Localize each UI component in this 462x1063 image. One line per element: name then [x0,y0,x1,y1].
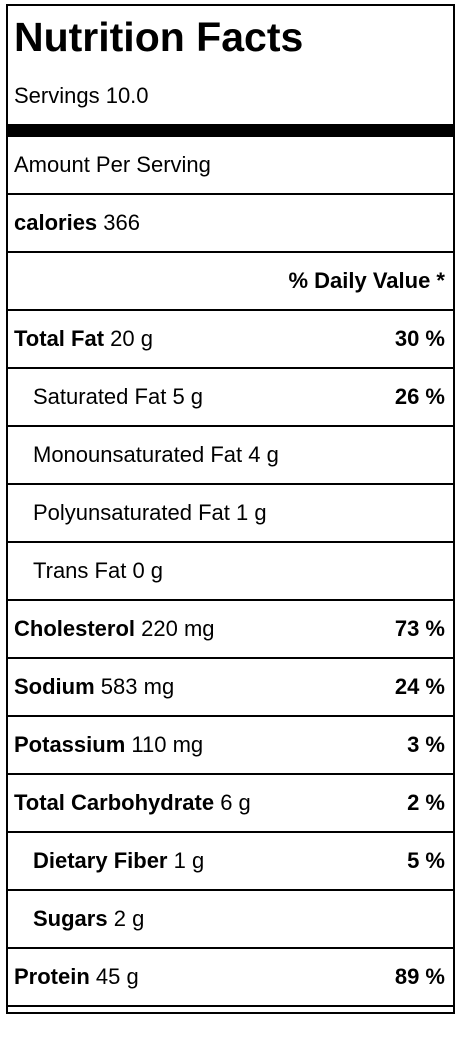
calories-row: calories 366 [8,193,453,251]
nutrient-row-cholesterol: Cholesterol 220 mg 73 % [8,599,453,657]
nutrient-row-trans-fat: Trans Fat 0 g [8,541,453,599]
daily-value-percent: 73 % [394,616,445,641]
nutrient-name: Trans Fat [33,558,127,583]
nutrient-row-potassium: Potassium 110 mg 3 % [8,715,453,773]
nutrient-amount: 1 g [173,848,205,873]
nutrient-amount: 583 mg [100,674,175,699]
nutrient-name: Saturated Fat [33,384,167,409]
nutrient-row-saturated-fat: Saturated Fat 5 g 26 % [8,367,453,425]
nutrient-name: Protein [14,964,90,989]
nutrient-name: Total Carbohydrate [14,790,215,815]
nutrient-name: Sugars [33,906,108,931]
nutrient-row-total-fat: Total Fat 20 g 30 % [8,309,453,367]
daily-value-header-row: % Daily Value * [8,251,453,309]
daily-value-percent: 30 % [394,326,445,351]
nutrient-amount: 5 g [172,384,204,409]
nutrition-facts-label: Nutrition Facts Servings 10.0 Amount Per… [6,4,455,1014]
nutrient-name: Monounsaturated Fat [33,442,243,467]
calories-value: 366 [103,210,141,235]
nutrient-name: Sodium [14,674,95,699]
nutrient-amount: 4 g [248,442,279,467]
nutrient-row-polyunsaturated-fat: Polyunsaturated Fat 1 g [8,483,453,541]
nutrient-amount: 110 mg [131,732,204,757]
label-title: Nutrition Facts [14,14,304,60]
amount-per-serving-row: Amount Per Serving [8,135,453,193]
thick-divider [8,124,453,135]
bottom-divider [8,1005,453,1063]
daily-value-header: % Daily Value * [288,268,445,293]
nutrient-amount: 220 mg [141,616,215,641]
nutrient-row-total-carbohydrate: Total Carbohydrate 6 g 2 % [8,773,453,831]
daily-value-percent: 26 % [394,384,445,409]
daily-value-percent: 2 % [407,790,445,815]
amount-per-serving-text: Amount Per Serving [14,152,211,177]
nutrient-name: Polyunsaturated Fat [33,500,230,525]
servings-text: Servings 10.0 [14,83,149,108]
daily-value-percent: 24 % [394,674,445,699]
nutrient-name: Potassium [14,732,126,757]
nutrient-row-monounsaturated-fat: Monounsaturated Fat 4 g [8,425,453,483]
nutrient-row-dietary-fiber: Dietary Fiber 1 g 5 % [8,831,453,889]
daily-value-percent: 5 % [407,848,445,873]
daily-value-percent: 3 % [407,732,445,757]
nutrient-row-sodium: Sodium 583 mg 24 % [8,657,453,715]
nutrient-name: Dietary Fiber [33,848,168,873]
nutrient-name: Total Fat [14,326,105,351]
nutrient-amount: 6 g [220,790,251,815]
nutrient-amount: 2 g [113,906,145,931]
nutrient-name: Cholesterol [14,616,136,641]
nutrient-amount: 0 g [132,558,164,583]
nutrient-amount: 20 g [110,326,153,351]
calories-label: calories [14,210,98,235]
nutrient-row-sugars: Sugars 2 g [8,889,453,947]
daily-value-percent: 89 % [394,964,445,989]
nutrient-amount: 1 g [236,500,267,525]
nutrient-amount: 45 g [95,964,139,989]
nutrient-row-protein: Protein 45 g 89 % [8,947,453,1005]
